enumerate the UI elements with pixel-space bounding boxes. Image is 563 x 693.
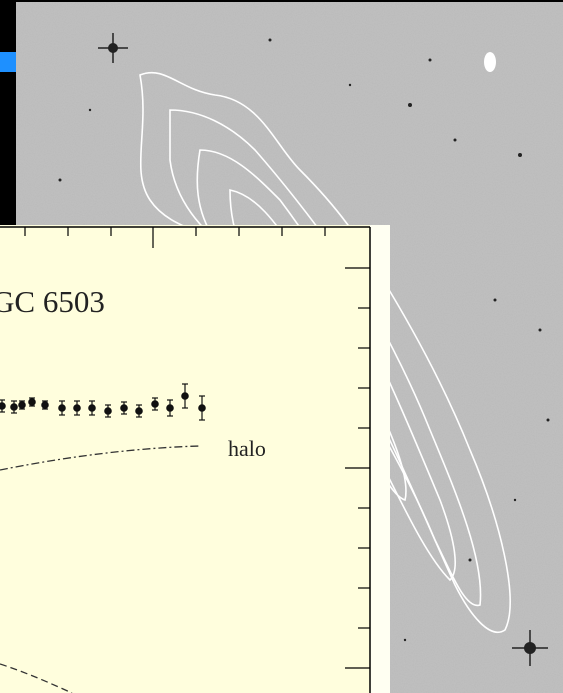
data-point <box>29 399 35 405</box>
plot-title: GC 6503 <box>0 284 105 319</box>
rotation-curve-panel: GC 6503 halo <box>0 225 390 693</box>
data-point <box>74 405 80 411</box>
curve-label: halo <box>228 436 266 461</box>
data-point <box>199 405 205 411</box>
data-point <box>182 393 188 399</box>
page: GC 6503 halo (() => { const data = JSON.… <box>0 0 563 693</box>
slide: GC 6503 halo <box>0 0 563 693</box>
data-point <box>89 405 95 411</box>
data-point <box>121 405 127 411</box>
data-point <box>152 401 158 407</box>
data-point <box>59 405 65 411</box>
data-point <box>11 404 17 410</box>
data-point <box>0 403 5 409</box>
data-point <box>167 405 173 411</box>
data-point <box>19 402 25 408</box>
data-point <box>42 402 48 408</box>
blue-tab <box>0 52 16 72</box>
data-point <box>136 408 142 414</box>
data-point <box>105 408 111 414</box>
